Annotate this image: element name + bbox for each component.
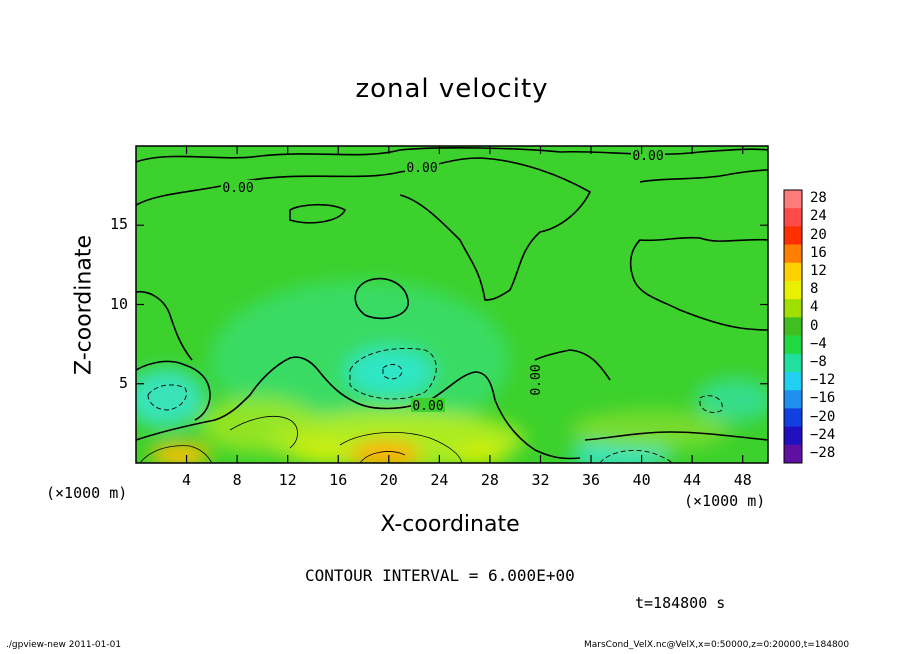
y-axis-label: Z-coordinate [71,235,97,375]
chart-title: zonal velocity [355,74,549,104]
y-tick-label: 10 [109,294,128,313]
contour-interval-text: CONTOUR INTERVAL = 6.000E+00 [305,566,575,585]
colorbar-label: −24 [810,426,836,443]
colorbar-label: 24 [810,208,827,225]
x-tick-label: 32 [531,471,550,489]
positive-contours [139,415,463,463]
contour-label: 0.00 [222,181,253,196]
colorbar-swatch [784,208,802,227]
colorbar-swatch [784,353,802,373]
x-tick-label: 28 [480,471,499,489]
colorbar-label: −4 [810,335,827,352]
colorbar-label: −8 [810,353,827,370]
colorbar-label: 16 [810,244,827,261]
colorbar-swatch [784,281,802,300]
colorbar-label: −20 [810,408,836,425]
x-tick-label: 48 [733,471,752,489]
x-tick-label: 44 [683,471,702,489]
colorbar-swatch [784,299,802,318]
contour-label-bg [221,180,255,194]
x-tick-label: 4 [182,471,192,489]
time-label: t=184800 s [635,594,726,612]
colorbar-label: −12 [810,372,836,389]
contour-label-bg [521,370,555,384]
colorbar-swatch [784,408,802,427]
x-tick-label: 12 [278,471,297,489]
colorbar-label: 0 [810,317,819,334]
colorbar [783,189,803,464]
colorbar-swatch [784,262,802,282]
colorbar-frame [783,189,803,464]
colorbar-label: 20 [810,226,827,243]
colorbar-label: 8 [810,281,819,298]
negative-contours [147,347,723,463]
colorbar-swatch [784,190,802,209]
x-axis-label: X-coordinate [380,512,520,537]
footer-left-text: ./gpview-new 2011-01-01 [6,640,122,650]
x-tick-label: 20 [379,471,398,489]
x-tick-label: 40 [632,471,651,489]
contour-label-bg [411,398,445,412]
y-unit-label: (×1000 m) [46,484,128,502]
contour-label: 0.00 [406,161,437,176]
colorbar-swatch [784,226,802,245]
colorbar-swatch [784,335,802,355]
colorbar-swatch [784,444,802,464]
contour-label: 0.00 [529,364,544,395]
axis-layer [136,146,768,463]
colorbar-label: 28 [810,190,827,207]
colorbar-swatch [784,390,802,409]
contour-label-layer: 0.00 0.00 0.00 0.00 0.00 [221,148,665,414]
colorbar-swatch [784,244,802,264]
contour-label: 0.00 [632,149,663,164]
x-tick-label: 36 [582,471,601,489]
colorbar-label: 4 [810,299,819,316]
x-unit-label: (×1000 m) [684,492,766,510]
x-tick-label: 16 [329,471,348,489]
colorbar-swatch [784,372,802,391]
colorbar-label: −28 [810,444,836,461]
contour-label-bg [631,148,665,162]
contour-label: 0.00 [412,399,443,414]
colorbar-swatch [784,317,802,336]
colorbar-swatch [784,426,802,446]
footer-right-text: MarsCond_VelX.nc@VelX,x=0:50000,z=0:2000… [584,640,850,650]
x-tick-label: 24 [430,471,449,489]
y-tick-label: 15 [109,215,128,234]
colorbar-label: −16 [810,390,836,407]
x-tick-label: 8 [232,471,242,489]
zero-contours [136,147,768,460]
contour-label-bg [405,160,439,174]
colorbar-label: 12 [810,262,827,279]
y-tick-label: 5 [118,373,128,392]
